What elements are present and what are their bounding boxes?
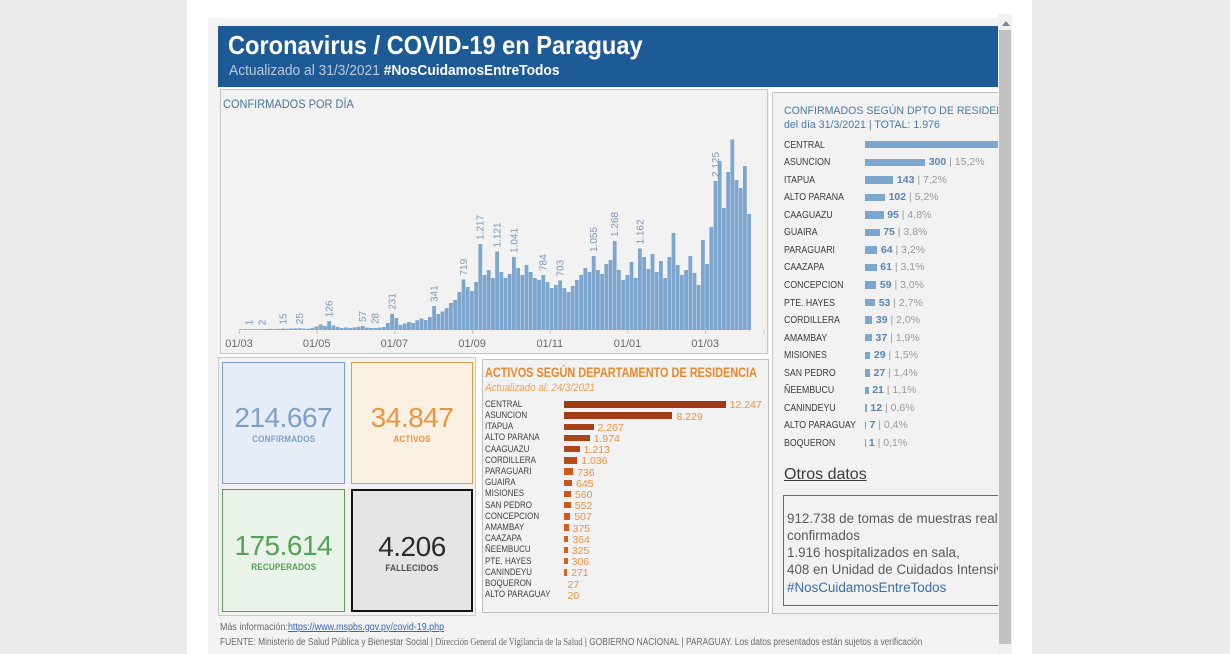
svg-text:1.121: 1.121 [492,222,503,247]
svg-text:25: 25 [295,313,306,325]
svg-text:01/09: 01/09 [458,338,486,350]
svg-text:57: 57 [358,311,369,323]
svg-text:01/01: 01/01 [614,338,642,350]
svg-text:15: 15 [278,313,289,325]
svg-text:1.055: 1.055 [589,227,600,252]
svg-text:1.217: 1.217 [476,215,487,240]
svg-text:28: 28 [371,313,382,325]
svg-text:01/07: 01/07 [381,338,409,350]
svg-text:784: 784 [539,254,550,271]
svg-text:01/05: 01/05 [303,338,331,350]
svg-text:01/11: 01/11 [536,338,563,350]
svg-text:2: 2 [257,319,268,325]
svg-text:01/03: 01/03 [691,338,719,350]
svg-text:1: 1 [245,319,256,325]
svg-text:01/03: 01/03 [225,338,253,350]
svg-text:341: 341 [429,285,440,302]
svg-text:719: 719 [459,259,470,276]
svg-text:1.162: 1.162 [635,219,646,244]
svg-text:2.125: 2.125 [711,152,722,177]
svg-text:126: 126 [324,300,335,317]
svg-text:231: 231 [387,293,398,310]
svg-text:1.268: 1.268 [610,212,621,237]
svg-text:703: 703 [555,260,566,277]
svg-text:1.041: 1.041 [509,228,520,253]
